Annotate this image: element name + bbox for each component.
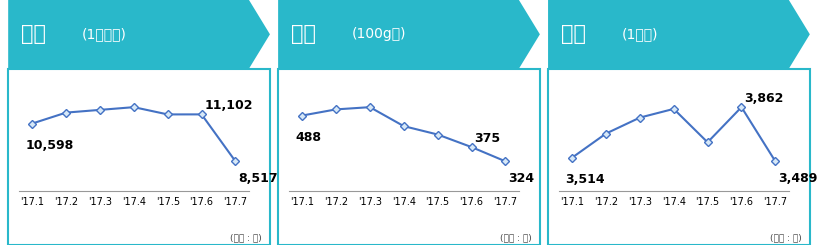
Text: 갈치: 갈치 [21,24,47,44]
Text: 3,514: 3,514 [565,173,605,186]
Text: (100g당): (100g당) [352,27,406,41]
Text: 324: 324 [508,172,534,185]
Text: 감자: 감자 [291,24,317,44]
Text: 488: 488 [295,131,321,144]
FancyBboxPatch shape [278,69,540,245]
Text: 3,862: 3,862 [744,92,784,105]
Text: 양파: 양파 [561,24,587,44]
Text: (1마리당): (1마리당) [82,27,126,41]
Text: (단위 : 원): (단위 : 원) [231,233,262,243]
Text: (단위 : 원): (단위 : 원) [501,233,532,243]
FancyBboxPatch shape [548,69,810,245]
Polygon shape [8,0,270,69]
Polygon shape [548,0,810,69]
Text: 375: 375 [474,132,501,145]
Text: 3,489: 3,489 [778,172,817,185]
Text: (1망당): (1망당) [622,27,658,41]
Text: 8,517: 8,517 [238,172,278,185]
Text: 11,102: 11,102 [204,99,253,112]
Text: 10,598: 10,598 [25,138,74,151]
FancyBboxPatch shape [8,69,270,245]
Text: (단위 : 원): (단위 : 원) [771,233,802,243]
Polygon shape [278,0,540,69]
